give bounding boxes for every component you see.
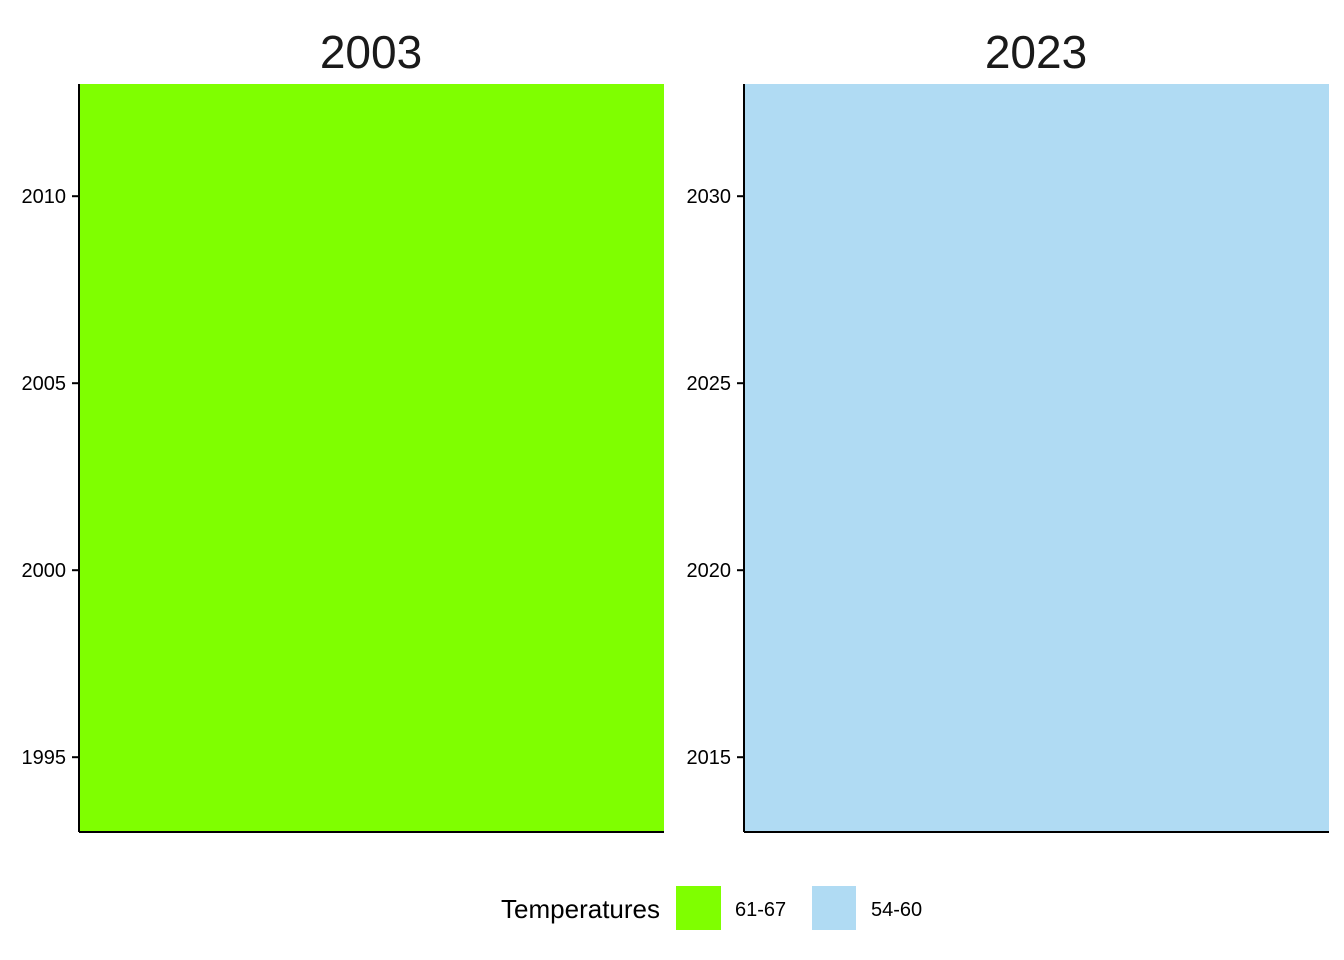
y-tick-label: 2010 <box>22 186 67 208</box>
legend: Temperatures 61-67 54-60 <box>501 886 922 930</box>
y-tick-label: 2000 <box>22 560 67 582</box>
facet-title: 2023 <box>985 26 1087 78</box>
y-tick-label: 2020 <box>687 560 732 582</box>
facet-panel-2003: 2003 1995 2000 2005 2010 <box>22 26 664 833</box>
facet-title: 2003 <box>320 26 422 78</box>
y-tick-label: 2005 <box>22 373 67 395</box>
y-tick-label: 2030 <box>687 186 732 208</box>
legend-swatch-61-67 <box>676 886 721 930</box>
y-tick-label: 1995 <box>22 747 67 769</box>
bar-54-60 <box>744 84 1329 832</box>
legend-label: 54-60 <box>871 899 922 921</box>
legend-label: 61-67 <box>735 899 786 921</box>
legend-swatch-54-60 <box>812 886 856 930</box>
facet-panel-2023: 2023 2015 2020 2025 2030 <box>687 26 1329 833</box>
bar-61-67 <box>79 84 664 832</box>
legend-title: Temperatures <box>501 894 660 924</box>
y-tick-label: 2025 <box>687 373 732 395</box>
y-tick-label: 2015 <box>687 747 732 769</box>
